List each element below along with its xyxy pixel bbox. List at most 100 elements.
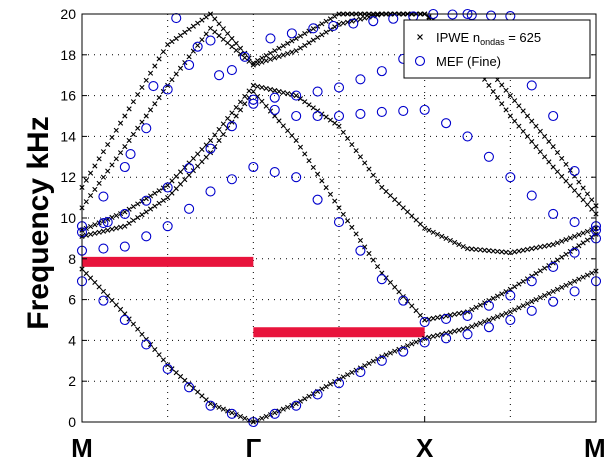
- mef-point: [184, 59, 195, 71]
- ipwe-point: [100, 288, 107, 295]
- ipwe-point: [190, 23, 196, 29]
- ipwe-point: [267, 50, 274, 56]
- ipwe-point: [443, 235, 449, 241]
- mef-point: [184, 382, 195, 393]
- ipwe-point: [267, 56, 274, 62]
- mef-point: [141, 231, 152, 242]
- ipwe-point: [242, 415, 248, 421]
- ipwe-point: [143, 77, 149, 83]
- ipwe-point: [353, 231, 359, 237]
- ipwe-point: [306, 393, 312, 399]
- ipwe-point: [272, 55, 278, 61]
- ipwe-point: [349, 224, 355, 230]
- ipwe-point: [473, 304, 479, 310]
- series-mef: [76, 8, 602, 428]
- ipwe-point: [357, 154, 364, 160]
- ipwe-point: [499, 249, 505, 255]
- ipwe-point: [516, 248, 522, 254]
- ipwe-point: [400, 205, 406, 211]
- ipwe-point: [477, 302, 483, 308]
- mef-point: [548, 110, 559, 122]
- ipwe-point: [113, 302, 119, 308]
- ipwe-point: [233, 47, 239, 53]
- mef-point: [269, 408, 280, 419]
- ipwe-point: [92, 279, 98, 286]
- ipwe-point: [332, 13, 338, 20]
- mef-point: [569, 247, 580, 258]
- ipwe-point: [546, 242, 552, 248]
- ipwe-point: [567, 183, 573, 189]
- mef-point: [248, 94, 259, 105]
- ipwe-point: [396, 289, 402, 295]
- ipwe-point: [409, 303, 415, 309]
- ipwe-point: [584, 201, 591, 208]
- ipwe-point: [122, 144, 128, 150]
- ipwe-point: [366, 166, 372, 172]
- mef-point: [548, 296, 559, 307]
- ipwe-point: [165, 42, 171, 48]
- mef-point: [505, 10, 516, 22]
- ipwe-point: [409, 213, 415, 219]
- mef-point: [119, 314, 130, 326]
- ipwe-point: [135, 215, 141, 221]
- ipwe-point: [92, 163, 98, 169]
- ipwe-point: [559, 238, 565, 244]
- ipwe-point: [503, 310, 509, 317]
- ipwe-point: [246, 88, 252, 94]
- ipwe-point: [147, 70, 154, 76]
- ipwe-point: [426, 227, 432, 233]
- ipwe-point: [83, 270, 89, 277]
- ipwe-point: [160, 357, 166, 363]
- ipwe-point: [486, 298, 492, 304]
- ipwe-point: [130, 321, 136, 327]
- ipwe-point: [195, 20, 201, 26]
- ipwe-point: [100, 174, 107, 180]
- mef-point: [376, 355, 387, 366]
- ipwe-point: [546, 290, 552, 297]
- ipwe-point: [152, 346, 158, 353]
- ipwe-point: [589, 197, 595, 203]
- ipwe-point: [533, 245, 539, 251]
- ipwe-point: [297, 398, 304, 404]
- ipwe-point: [550, 288, 556, 295]
- mef-point: [248, 98, 259, 109]
- ipwe-point: [207, 401, 214, 407]
- ipwe-point: [404, 343, 411, 349]
- ipwe-point: [92, 230, 98, 236]
- ipwe-point: [340, 129, 346, 135]
- mef-point: [286, 28, 297, 39]
- ipwe-point: [447, 329, 453, 335]
- mef-point: [486, 10, 497, 21]
- ipwe-point: [105, 227, 111, 233]
- mef-point: [548, 261, 559, 273]
- ipwe-point: [207, 25, 214, 31]
- ipwe-point: [374, 178, 381, 184]
- y-tick-label: 18: [60, 47, 76, 63]
- ipwe-point: [499, 312, 505, 318]
- ipwe-point: [340, 211, 346, 217]
- ipwe-point: [263, 58, 269, 64]
- ipwe-point: [255, 57, 261, 64]
- ipwe-point: [173, 71, 179, 77]
- ipwe-point: [237, 51, 244, 57]
- mef-point: [141, 339, 152, 350]
- ipwe-point: [327, 117, 334, 123]
- ipwe-point: [242, 93, 248, 100]
- mef-point: [205, 143, 216, 154]
- ipwe-point: [216, 33, 222, 39]
- ipwe-point: [563, 161, 569, 167]
- ipwe-point: [430, 229, 436, 235]
- ipwe-point: [233, 40, 239, 46]
- ipwe-point: [156, 352, 162, 358]
- mef-point: [248, 161, 259, 173]
- ipwe-point: [473, 322, 479, 328]
- ipwe-point: [147, 107, 154, 113]
- ipwe-point: [220, 26, 226, 32]
- ipwe-point: [494, 95, 501, 101]
- y-tick-label: 2: [68, 373, 76, 389]
- ipwe-point: [319, 21, 325, 27]
- ipwe-point: [584, 272, 591, 278]
- mef-point: [269, 167, 280, 178]
- ipwe-point: [302, 151, 308, 157]
